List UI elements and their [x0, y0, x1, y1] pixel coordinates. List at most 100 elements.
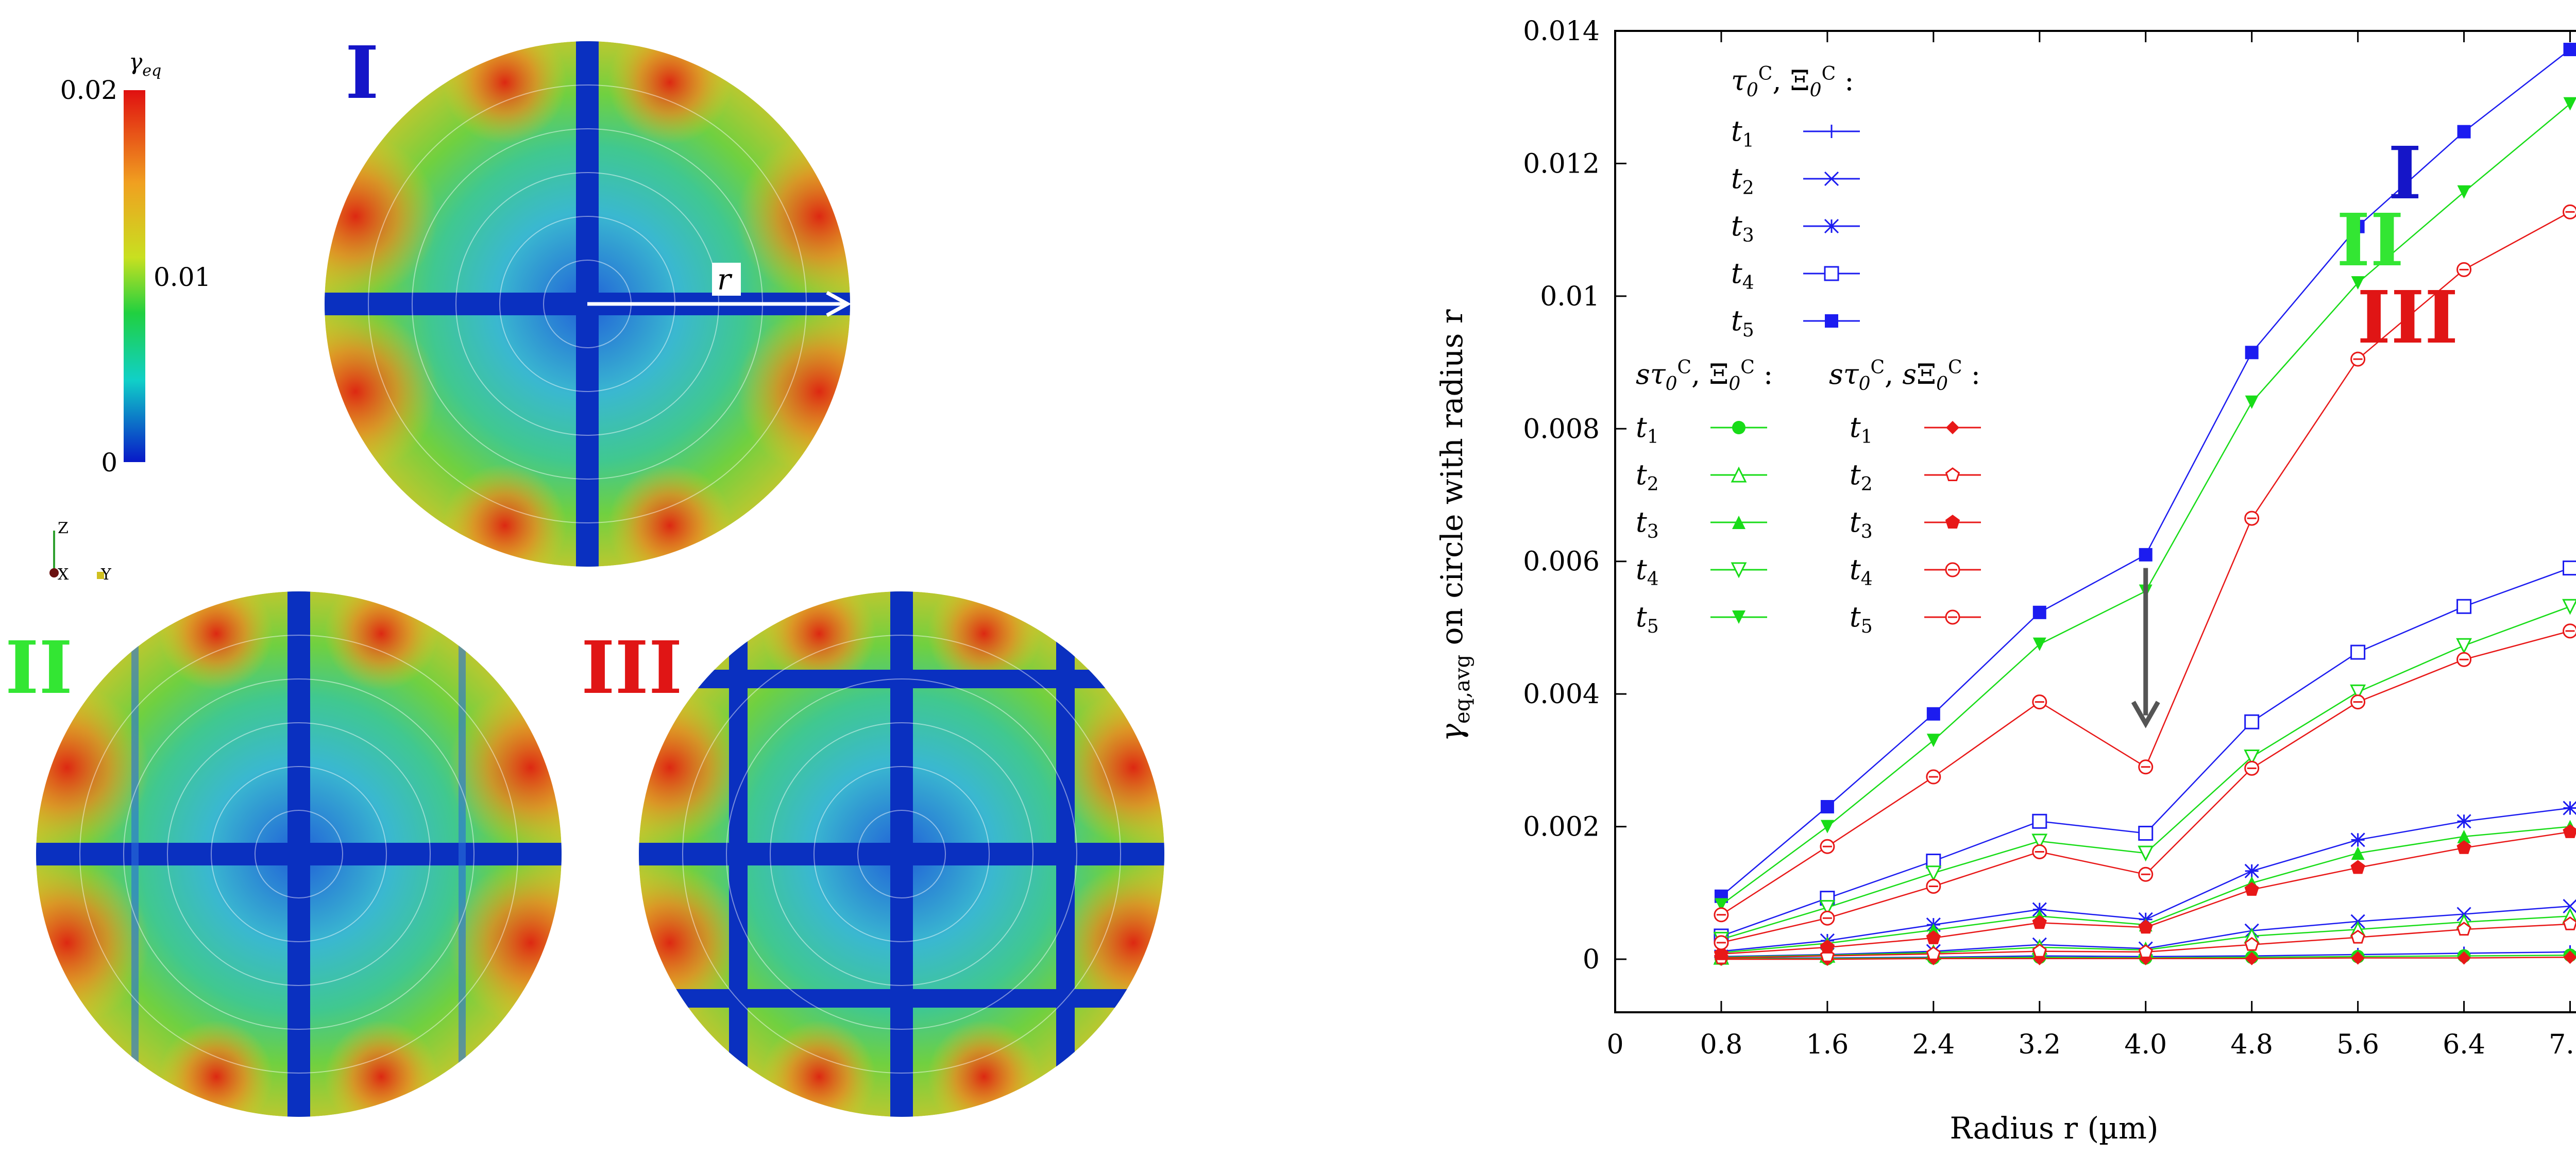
- data-point-g2-t4: [2244, 749, 2260, 766]
- data-point-g1-t2: [2563, 898, 2576, 914]
- data-point-g3-t5: [1714, 907, 1729, 923]
- data-point-g1-t4: [2456, 599, 2472, 614]
- data-point-g1-t3: [2563, 801, 2576, 815]
- axis-z-label: Z: [58, 519, 69, 537]
- legend-label-g1-t4: t4: [1731, 257, 1754, 294]
- data-point-g1-t5: [1926, 707, 1940, 721]
- colorbar-tick-min: 0: [101, 448, 117, 478]
- data-point-g2-t4: [2350, 684, 2366, 701]
- data-point-g1-t3: [2350, 832, 2365, 847]
- data-point-g1-t5: [2245, 346, 2259, 360]
- y-tick-label: 0.014: [1523, 16, 1600, 47]
- data-point-g3-t1: [2457, 951, 2471, 965]
- data-point-g3-t2: [2350, 929, 2365, 944]
- line-chart: 0 0.8 1.6 2.4 3.2 4.0 4.8 5.6 6.4 7.2 0 0.002 0.004…: [1434, 16, 2576, 1146]
- data-point-g3-t5: [1926, 769, 1941, 785]
- data-point-g1-t4: [2244, 714, 2260, 729]
- chart-legend: τ0C, Ξ0C : t1 t2 t3 t4 t5 sτ0C, Ξ0C : t1 t2 t3 t4 t…: [1636, 63, 1981, 637]
- data-point-g3-t1: [2245, 951, 2259, 965]
- x-tick-label: 0.8: [1700, 1029, 1743, 1060]
- y-tick-label: 0.01: [1540, 281, 1600, 312]
- y-tick-label: 0.006: [1523, 547, 1600, 577]
- contour-figure: γeq 0.02 0.01 0 Z X Y r I: [5, 31, 1164, 1117]
- data-point-g1-t5: [2032, 605, 2046, 619]
- legend-label-g1-t1: t1: [1731, 115, 1754, 151]
- data-point-g3-t3: [2563, 824, 2576, 838]
- legend-marker: [1732, 516, 1745, 529]
- legend-marker: [1731, 466, 1747, 483]
- colorbar-tick-max: 0.02: [60, 75, 117, 105]
- y-tick-label: 0: [1583, 944, 1600, 975]
- data-point-g2-t3: [2351, 846, 2365, 860]
- legend-marker: [1732, 610, 1745, 624]
- data-point-g3-t3: [2138, 920, 2153, 934]
- data-point-g2-t5: [1714, 898, 1728, 912]
- legend-label-g2-t2: t2: [1636, 458, 1659, 495]
- data-point-g3-t2: [2563, 916, 2576, 930]
- data-point-g1-t4: [2563, 560, 2576, 576]
- data-point-g3-t5: [2456, 262, 2472, 277]
- data-point-g3-t4: [2456, 652, 2472, 667]
- curve-label-3: III: [2357, 276, 2458, 360]
- series-line-g2-t3: [1721, 826, 2570, 954]
- data-point-g2-t5: [2351, 276, 2365, 290]
- data-point-g3-t4: [1926, 878, 1941, 894]
- x-tick-label: 4.8: [2230, 1029, 2273, 1060]
- data-point-g3-t2: [2456, 922, 2471, 936]
- data-point-g2-t5: [2245, 395, 2259, 409]
- data-point-g3-t2: [1926, 946, 1941, 960]
- x-tick-label: 3.2: [2018, 1029, 2061, 1060]
- data-point-g3-t2: [2244, 937, 2259, 951]
- disk-2-label: II: [5, 626, 73, 710]
- data-point-g3-t4: [2350, 694, 2366, 710]
- x-tick-label: 0: [1606, 1029, 1623, 1060]
- axis-x-label: X: [58, 566, 69, 584]
- data-point-g3-t3: [2456, 840, 2471, 854]
- legend-label-g3-t4: t4: [1850, 553, 1873, 590]
- data-point-g3-t4: [2032, 844, 2047, 860]
- x-tick-label: 4.0: [2124, 1029, 2167, 1060]
- x-tick-label: 2.4: [1912, 1029, 1955, 1060]
- data-point-g3-t3: [2032, 915, 2047, 929]
- data-point-g2-t4: [1925, 865, 1942, 882]
- data-point-g3-t4: [1714, 935, 1729, 950]
- y-tick-label: 0.008: [1523, 414, 1600, 445]
- legend-marker: [1946, 421, 1959, 434]
- data-point-g3-t3: [1820, 940, 1835, 954]
- y-tick-label: 0.012: [1523, 148, 1600, 179]
- legend-heading-1: τ0C, Ξ0C :: [1731, 63, 1854, 101]
- data-point-g3-t4: [2563, 623, 2576, 639]
- data-point-g1-t5: [1820, 800, 1834, 813]
- data-point-g3-t5: [2032, 694, 2047, 710]
- legend-marker: [1824, 218, 1839, 234]
- legend-marker: [1945, 609, 1960, 625]
- data-point-g3-t2: [2138, 944, 2153, 958]
- data-point-g3-t3: [1714, 946, 1729, 960]
- legend-marker: [1945, 515, 1960, 529]
- plot-frame: [1614, 30, 2576, 1013]
- data-point-g2-t5: [2457, 185, 2471, 199]
- colorbar-gradient: [124, 90, 145, 462]
- data-point-g3-t1: [2351, 951, 2365, 965]
- y-tick-label: 0.004: [1523, 679, 1600, 710]
- data-point-g3-t5: [2350, 351, 2366, 367]
- data-point-g3-t2: [2032, 943, 2047, 958]
- legend-label-g2-t1: t1: [1636, 411, 1659, 448]
- colorbar-title: γeq: [129, 49, 161, 80]
- x-tick-label: 6.4: [2443, 1029, 2485, 1060]
- data-point-g3-t3: [2350, 860, 2365, 874]
- data-point-g1-t3: [2244, 863, 2259, 878]
- data-point-g1-t4: [2032, 813, 2047, 829]
- legend-label-g3-t3: t3: [1850, 506, 1873, 542]
- legend-label-g2-t3: t3: [1636, 506, 1659, 542]
- data-point-g1-t5: [2457, 125, 2471, 139]
- legend-heading-3: sτ0C, sΞ0C :: [1829, 357, 1980, 395]
- contour-disk-3: [639, 591, 1164, 1117]
- data-point-g1-t5: [2139, 548, 2153, 562]
- data-point-g2-t4: [2562, 599, 2576, 615]
- legend-label-g1-t3: t3: [1731, 210, 1754, 246]
- data-point-g1-t4: [2138, 825, 2154, 841]
- curve-label-2: II: [2336, 198, 2404, 283]
- colorbar-tick-mid: 0.01: [154, 262, 211, 292]
- data-point-g1-t3: [2456, 814, 2471, 829]
